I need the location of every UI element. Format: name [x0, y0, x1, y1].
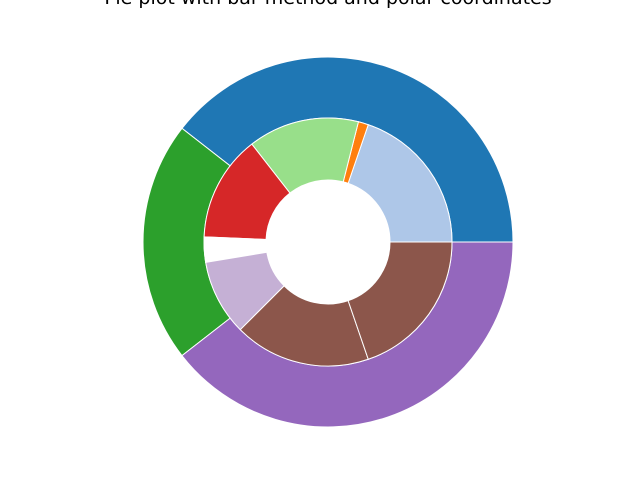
inner-ring-wedge-1 — [347, 124, 453, 243]
chart-title: Pie plot with bar method and polar coord… — [104, 0, 551, 9]
inner-ring-wedge-9 — [347, 241, 453, 360]
inner-ring — [203, 117, 453, 367]
outer-ring — [142, 56, 514, 428]
